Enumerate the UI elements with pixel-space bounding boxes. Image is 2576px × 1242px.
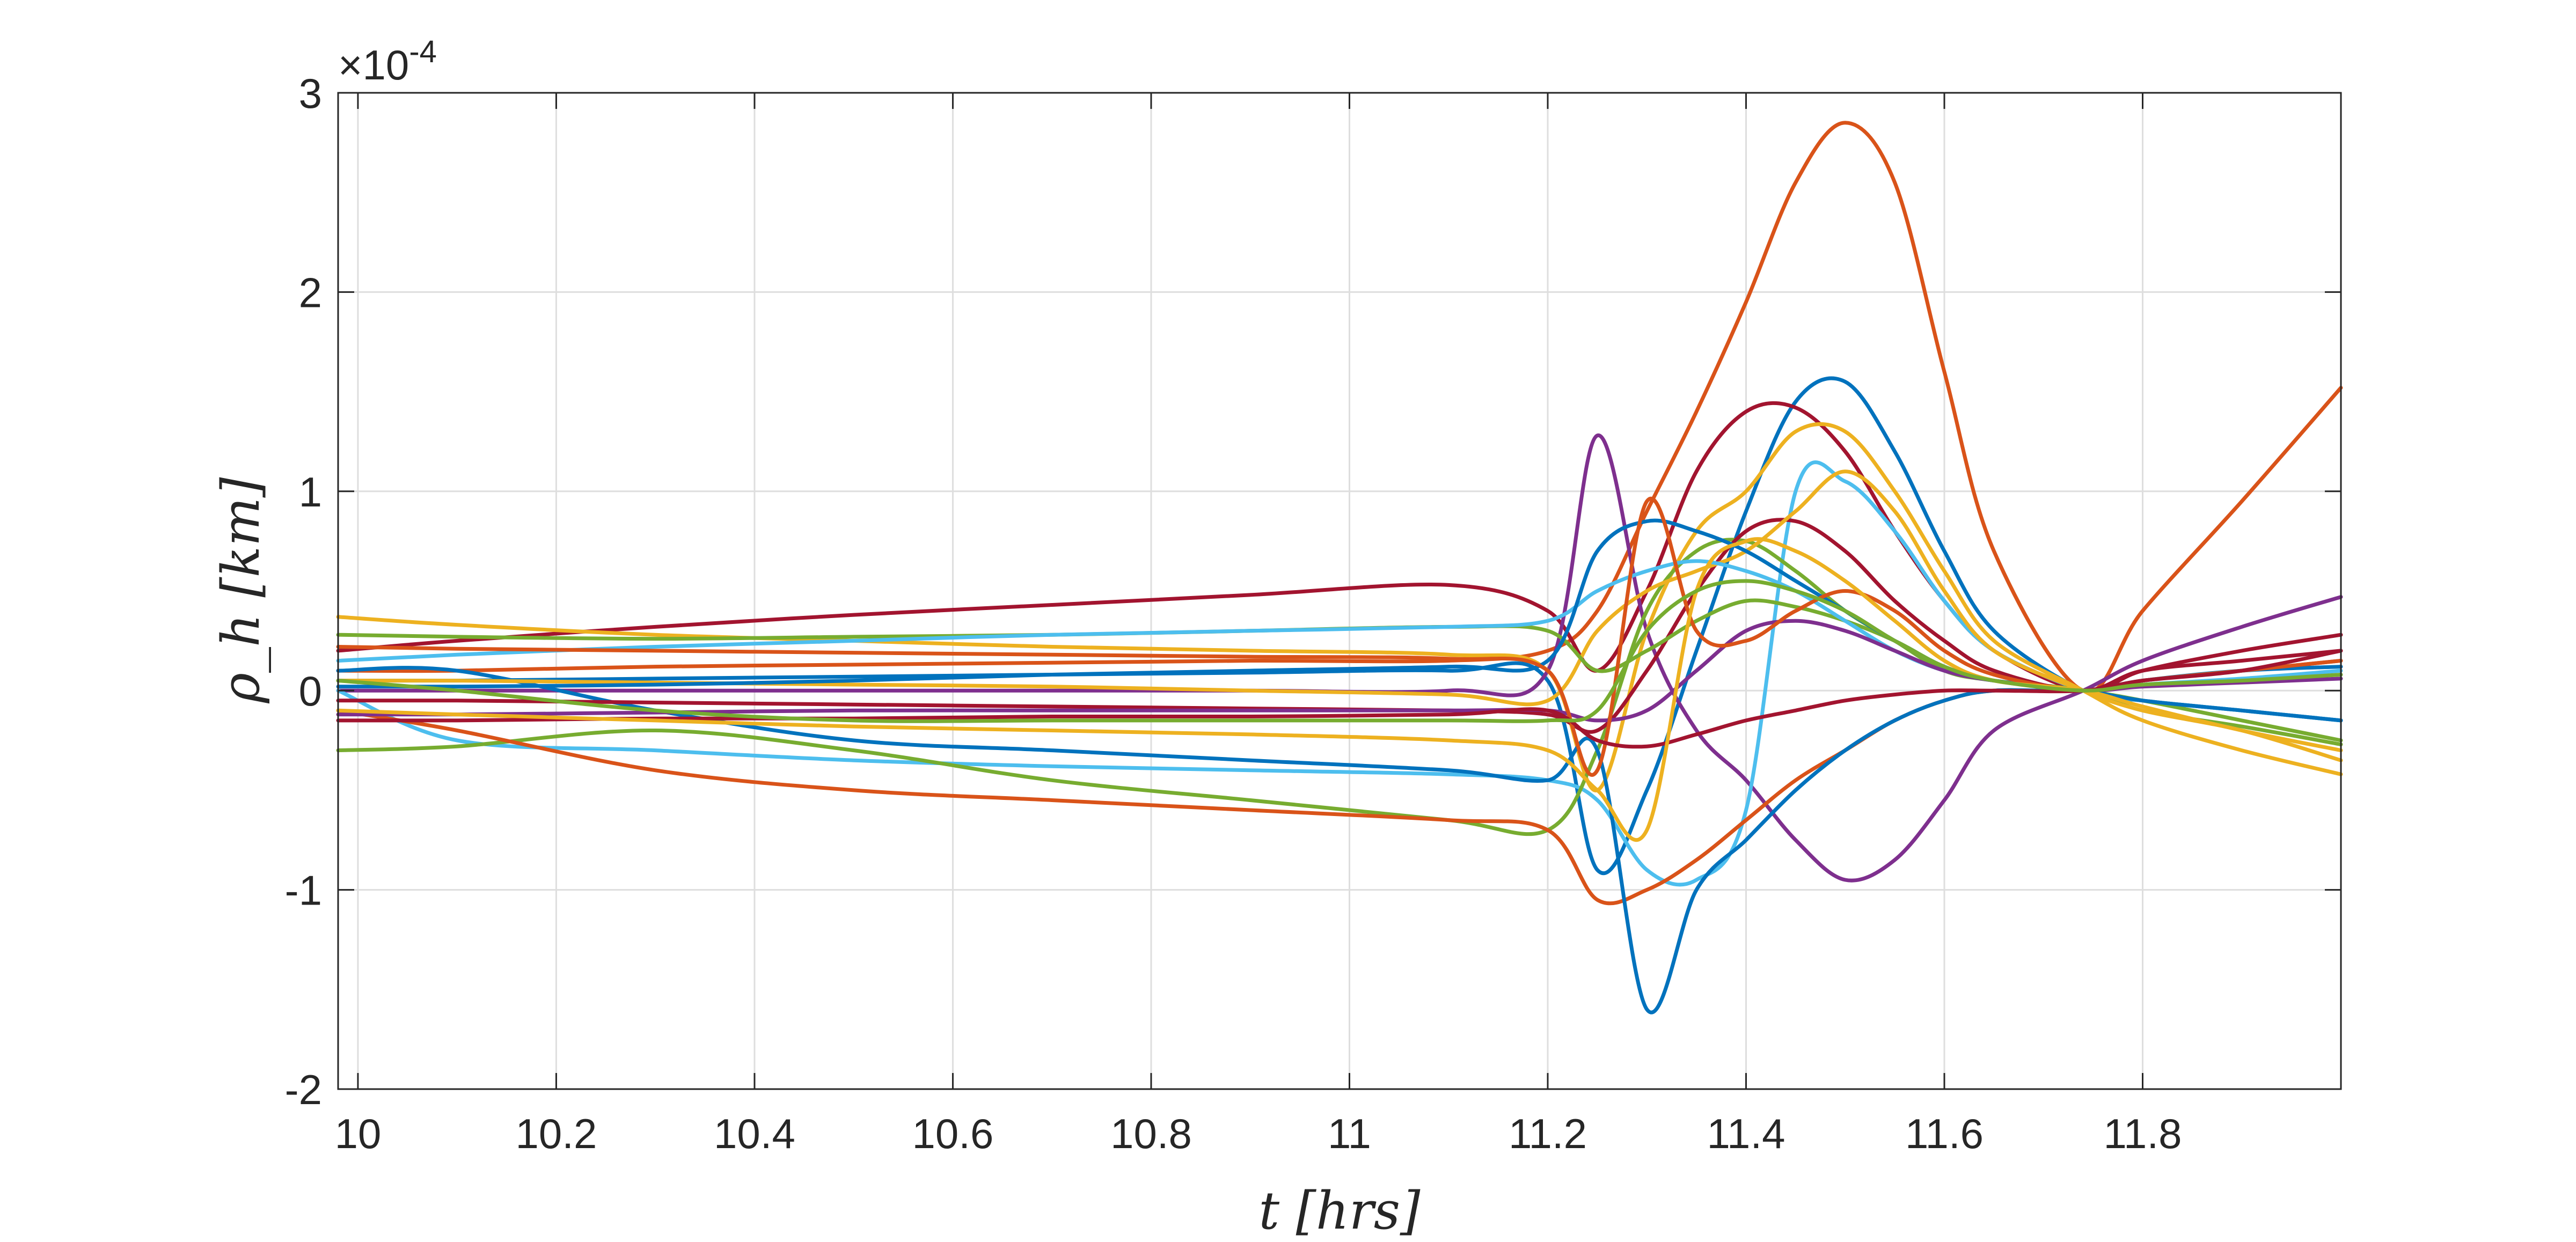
x-tick-label: 10.8 [1110,1110,1192,1157]
y-tick-label: 0 [299,667,322,715]
x-tick-label: 11.8 [2103,1110,2182,1157]
series-line-4 [336,433,2343,883]
x-tick-label: 10.4 [714,1110,795,1157]
x-tick-label: 11.4 [1707,1110,1785,1157]
plot-frame [337,92,2342,1090]
y-tick-label: -1 [285,867,322,914]
y-exponent-label: ×10-4 [338,34,437,89]
y-tick-label: -2 [285,1066,322,1113]
y-tick-label: 2 [299,269,322,316]
exponent-power: -4 [409,34,437,69]
series-lines [336,121,2343,1015]
y-axis-label: ρ_h [km] [211,477,271,703]
grid [338,92,2341,1090]
x-tick-label: 10 [335,1110,382,1157]
x-tick-label: 10.6 [912,1110,994,1157]
series-line-10 [336,518,2343,734]
y-tick-label: 3 [299,70,322,117]
series-line-8 [336,659,2343,906]
x-axis-label: t [hrs] [1259,1181,1421,1241]
exponent-times: ×10 [338,41,409,89]
x-tick-label: 10.2 [516,1110,597,1157]
y-tick-label: 1 [299,468,322,516]
axis-ticks: 10 10.2 10.4 10.6 10.8 11 11.2 11.4 11.6 11.8-2-1… [285,70,2341,1157]
series-line-16 [336,497,2343,777]
series-line-11 [336,469,2343,762]
x-tick-label: 11 [1328,1110,1371,1157]
series-line-1 [336,121,2343,694]
series-line-19 [336,579,2343,723]
x-tick-label: 11.2 [1509,1110,1587,1157]
x-tick-label: 11.6 [1905,1110,1984,1157]
series-line-2 [336,376,2343,876]
